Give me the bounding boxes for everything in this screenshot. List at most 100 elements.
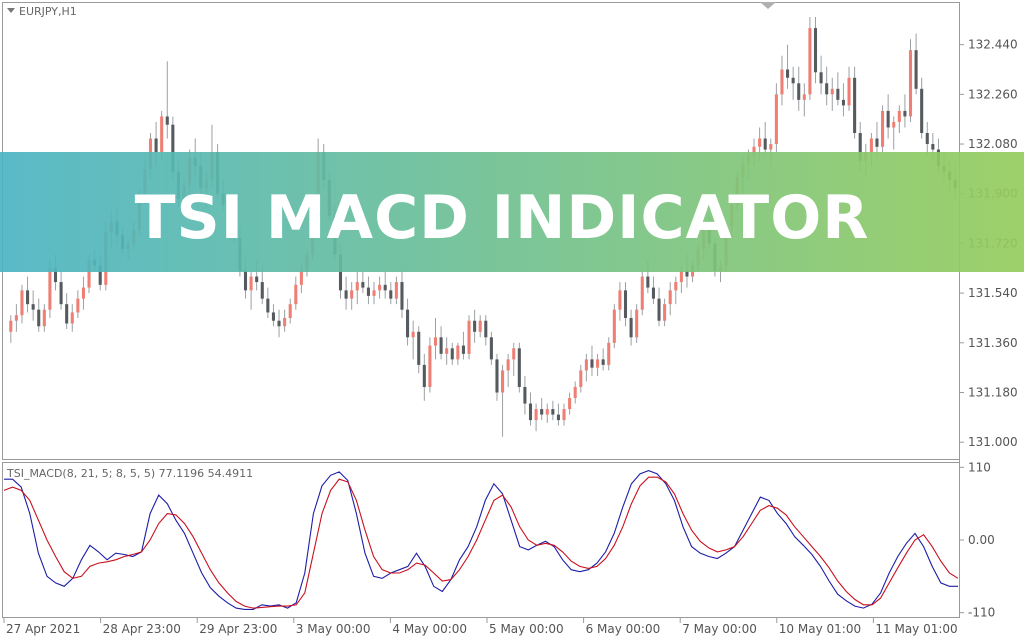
candle-body xyxy=(506,359,510,371)
candle-body xyxy=(657,298,661,321)
candle-body xyxy=(417,331,421,365)
candle-body xyxy=(869,138,873,153)
candle-body xyxy=(294,284,298,305)
candle-body xyxy=(607,342,611,365)
candle-body xyxy=(858,132,862,161)
candle-body xyxy=(411,331,415,338)
candle-body xyxy=(679,271,683,283)
candle-body xyxy=(897,110,901,122)
candle-body xyxy=(802,94,806,100)
candle-body xyxy=(601,359,605,365)
candle-body xyxy=(512,348,516,360)
candle-body xyxy=(797,83,801,100)
candle-body xyxy=(914,50,918,89)
candle-body xyxy=(422,364,426,387)
candle-body xyxy=(931,144,935,150)
candle-body xyxy=(758,138,762,147)
candle-body xyxy=(42,309,46,327)
price-tick-label: 131.360 xyxy=(968,336,1018,350)
candle-body xyxy=(372,290,376,296)
candle-body xyxy=(651,287,655,299)
candle-body xyxy=(243,271,248,291)
time-tick-label: 3 May 00:00 xyxy=(296,622,371,636)
candle-body xyxy=(556,414,560,421)
candle-body xyxy=(618,290,622,310)
candle-body xyxy=(37,309,41,327)
candle-body xyxy=(59,282,63,305)
candle-body xyxy=(808,28,812,95)
candle-body xyxy=(350,290,354,299)
candle-body xyxy=(338,254,343,291)
time-tick-label: 10 May 01:00 xyxy=(779,622,861,636)
candle-body xyxy=(154,138,158,153)
indicator-tick-label: -110 xyxy=(968,606,995,620)
candle-body xyxy=(836,88,840,100)
candle-body xyxy=(763,138,767,150)
candle-body xyxy=(48,268,52,310)
candle-body xyxy=(545,409,549,415)
indicator-axis: 110 0.00 -110 xyxy=(959,460,995,620)
candle-body xyxy=(925,132,929,145)
candle-body xyxy=(53,268,58,283)
candle-body xyxy=(26,290,30,305)
dropdown-icon[interactable] xyxy=(7,8,15,13)
candle-body xyxy=(623,290,628,318)
candle-body xyxy=(819,72,823,84)
candle-body xyxy=(501,370,505,393)
candle-body xyxy=(249,276,253,291)
time-tick-label: 7 May 00:00 xyxy=(682,622,757,636)
candle-body xyxy=(76,298,80,313)
time-tick-label: 4 May 00:00 xyxy=(392,622,467,636)
candle-body xyxy=(780,69,784,95)
candle-body xyxy=(830,88,834,95)
candle-body xyxy=(825,83,829,95)
price-tick-label: 131.000 xyxy=(968,435,1018,449)
candle-body xyxy=(389,290,393,299)
candle-body xyxy=(456,345,460,360)
candle-body xyxy=(640,276,644,310)
candle-body xyxy=(769,144,773,150)
chart-shift-icon[interactable] xyxy=(760,2,776,9)
indicator-tick-label: 110 xyxy=(968,460,991,474)
indicator-tick-label: 0.00 xyxy=(968,533,995,547)
candle-body xyxy=(646,276,650,288)
candle-body xyxy=(579,370,583,387)
candle-body xyxy=(540,409,544,415)
time-tick-label: 6 May 00:00 xyxy=(586,622,661,636)
candle-body xyxy=(366,287,370,296)
candle-body xyxy=(489,337,493,360)
candle-body xyxy=(786,69,790,78)
candle-body xyxy=(674,282,678,291)
candle-body xyxy=(283,317,287,327)
signal-line xyxy=(3,476,959,609)
candle-body xyxy=(378,284,382,291)
candle-body xyxy=(439,337,443,354)
candle-body xyxy=(635,309,639,338)
candle-body xyxy=(31,304,35,310)
candle-body xyxy=(98,265,102,285)
candle-body xyxy=(562,409,566,421)
candle-body xyxy=(428,345,432,387)
candle-body xyxy=(584,359,588,371)
candle-body xyxy=(355,282,359,291)
candle-body xyxy=(841,99,845,106)
candle-body xyxy=(568,398,572,410)
candle-body xyxy=(590,359,594,368)
candle-body xyxy=(433,337,438,346)
candle-body xyxy=(70,312,74,324)
candle-body xyxy=(685,271,689,277)
candle-body xyxy=(791,77,795,84)
candle-body xyxy=(461,345,465,354)
candle-body xyxy=(394,282,398,299)
candle-body xyxy=(629,317,633,338)
candle-body xyxy=(255,276,259,283)
price-tick-label: 132.080 xyxy=(968,137,1018,151)
price-tick-label: 131.180 xyxy=(968,386,1018,400)
candle-body xyxy=(467,320,471,354)
chart-title: EURJPY,H1 xyxy=(19,5,77,18)
candle-body xyxy=(20,290,24,316)
indicator-lines xyxy=(3,470,959,610)
candle-body xyxy=(881,110,885,147)
candle-body xyxy=(478,320,482,332)
candle-body xyxy=(344,290,348,299)
